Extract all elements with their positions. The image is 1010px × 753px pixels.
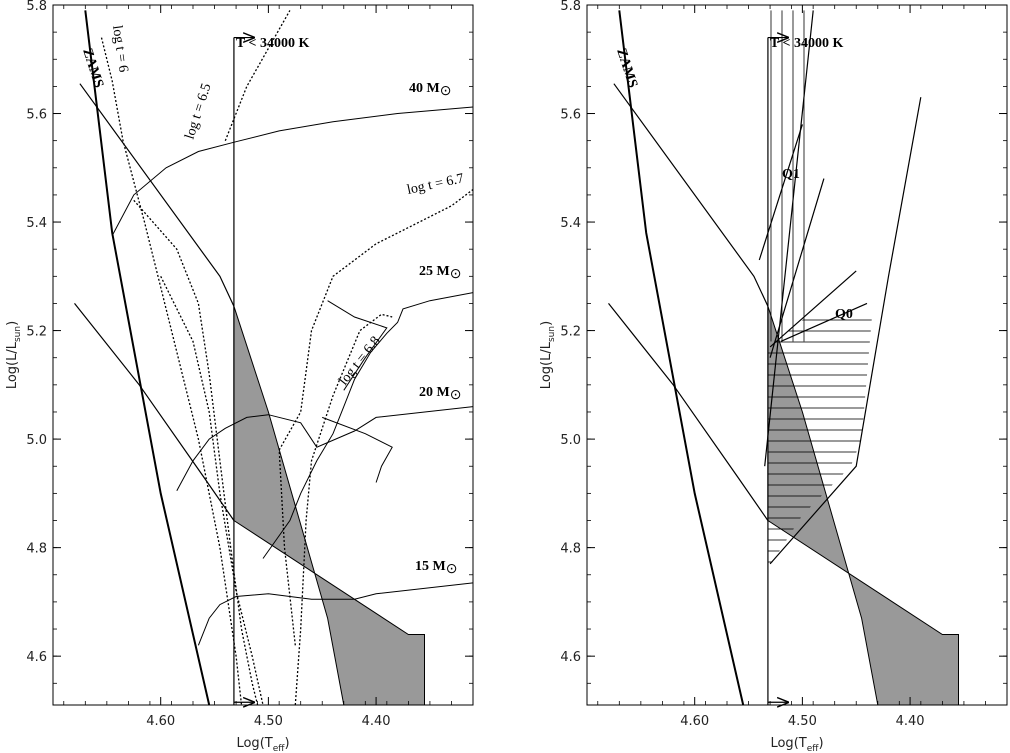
zams-line — [618, 10, 745, 705]
temp-cut-label: T < 34000 K — [770, 36, 844, 51]
mass-label-20: 20 M⊙ — [419, 385, 461, 403]
y-tick-label: 5.4 — [26, 216, 47, 231]
isochrone-label-68: log t = 6.8 — [336, 334, 383, 389]
y-axis-title: Log(L/Lsun) — [5, 321, 23, 389]
evolution-track-15 — [197, 582, 473, 646]
temp-cut-label: T < 34000 K — [236, 36, 310, 51]
isochrone-label-65: log t = 6.5 — [183, 82, 215, 141]
x-tick-label: 4.60 — [680, 714, 709, 729]
evolution-track-40 — [111, 106, 473, 236]
y-tick-label: 4.6 — [26, 650, 47, 665]
q1-label: Q1 — [782, 167, 800, 182]
mass-label-40: 40 M⊙ — [409, 81, 451, 99]
zams-line — [84, 10, 211, 705]
isochrone-6-5 — [133, 199, 259, 705]
isochrone-6-7 — [224, 10, 291, 141]
x-tick-label: 4.40 — [362, 714, 391, 729]
isochrone-6-7b — [278, 188, 473, 646]
plot-area — [74, 10, 473, 705]
y-tick-label: 4.6 — [560, 650, 581, 665]
q0-label: Q0 — [835, 307, 853, 322]
zams-label: ZAMS — [613, 47, 640, 90]
mass-label-25: 25 M⊙ — [419, 264, 461, 282]
y-axis-title: Log(L/Lsun) — [539, 321, 557, 389]
y-tick-label: 5.6 — [560, 108, 581, 123]
y-tick-label: 5.6 — [26, 108, 47, 123]
isochrone-6 — [100, 37, 243, 705]
boundary-line-5 — [769, 97, 922, 565]
y-tick-label: 5.4 — [560, 216, 581, 231]
evolution-track-20 — [176, 406, 473, 491]
x-tick-label: 4.40 — [896, 714, 925, 729]
plot-frame — [52, 4, 474, 706]
x-axis-title: Log(Teff) — [770, 736, 823, 753]
x-axis-title: Log(Teff) — [236, 736, 289, 753]
isochrone-label-6: log t = 6 — [109, 24, 130, 73]
boundary-line-3 — [758, 124, 803, 261]
plot-frame — [586, 4, 1008, 706]
boundary-line-0 — [613, 83, 769, 307]
boundary-line-1 — [74, 303, 235, 521]
y-tick-label: 5.2 — [560, 325, 581, 340]
left-panel: 4.6 4.8 5.0 5.2 5.4 5.6 5.8 4.60 4.50 4.40 Log(Tef… — [5, 0, 474, 753]
evolution-track-25-loop — [327, 300, 388, 391]
boundary-line-6 — [769, 270, 857, 348]
isochrone-label-67: log t = 6.7 — [406, 171, 466, 198]
q1-hatched-region — [767, 10, 814, 342]
evolution-track-20-loop — [322, 416, 393, 483]
x-tick-label: 4.60 — [146, 714, 175, 729]
q0-hatched-region — [767, 311, 873, 570]
plot-area — [608, 10, 959, 705]
y-tick-label: 5.2 — [26, 325, 47, 340]
y-tick-label: 4.8 — [26, 542, 47, 557]
y-tick-label: 4.8 — [560, 542, 581, 557]
boundary-line-0 — [79, 83, 235, 307]
boundary-line-7 — [780, 302, 868, 342]
y-tick-label: 5.8 — [560, 0, 581, 14]
right-panel: 4.6 4.8 5.0 5.2 5.4 5.6 5.8 4.60 4.50 4.40 Log(Tef… — [539, 0, 1008, 753]
shaded-region — [233, 306, 425, 705]
y-tick-label: 5.8 — [26, 0, 47, 14]
x-tick-label: 4.50 — [788, 714, 817, 729]
boundary-line-2 — [764, 10, 814, 467]
boundary-line-4 — [769, 178, 825, 358]
boundary-line-1 — [608, 303, 769, 521]
x-tick-label: 4.50 — [254, 714, 283, 729]
zams-label: ZAMS — [79, 47, 106, 90]
y-tick-label: 5.0 — [26, 433, 47, 448]
mass-label-15: 15 M⊙ — [415, 559, 457, 577]
isochrone-6-5b — [160, 276, 264, 705]
y-tick-label: 5.0 — [560, 433, 581, 448]
evolution-track-25 — [262, 292, 473, 559]
